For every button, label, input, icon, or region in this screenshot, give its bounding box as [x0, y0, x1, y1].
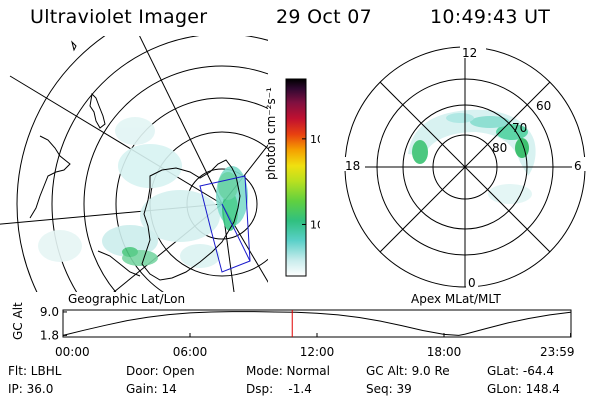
- mlt-label-0: 0: [468, 276, 476, 290]
- mlt-label-6: 6: [574, 159, 582, 173]
- colorbar-label: photon cm⁻²s⁻¹: [264, 87, 278, 180]
- colorbar-tick-label: 10: [310, 218, 320, 231]
- altitude-xtick-label: 06:00: [173, 345, 208, 359]
- coastlines: [29, 40, 241, 281]
- altitude-plot-frame: [62, 309, 572, 338]
- right-panel-caption: Apex MLat/MLT: [411, 292, 501, 306]
- altitude-plot: GC Alt 9.0 1.8 00:00 06:00 12:00 18:00 23:59: [11, 302, 575, 359]
- latitude-grid: [16, 36, 268, 292]
- auroral-oval: [408, 109, 536, 204]
- gc-alt-readout: GC Alt: 9.0 Re: [366, 364, 450, 378]
- filter-readout: Flt: LBHL: [8, 364, 62, 378]
- mlat-mlt-grid: [344, 46, 586, 288]
- colorbar: 100 10: [285, 78, 320, 277]
- mlat-label-60: 60: [536, 99, 551, 113]
- seq-readout: Seq: 39: [366, 382, 412, 396]
- mode-readout: Mode: Normal: [246, 364, 330, 378]
- time-label: 10:49:43 UT: [430, 6, 551, 28]
- mlat-label-80: 80: [492, 141, 507, 155]
- colorbar-tick-label: 100: [310, 133, 320, 146]
- ip-readout: IP: 36.0: [8, 382, 54, 396]
- orbit-altitude-curve: [62, 311, 571, 336]
- altitude-xtick-label: 12:00: [300, 345, 335, 359]
- altitude-xtick-label: 18:00: [427, 345, 462, 359]
- app-title: Ultraviolet Imager: [30, 6, 208, 28]
- altitude-ytick-label: 9.0: [40, 305, 59, 319]
- altitude-xtick-label: 23:59: [540, 345, 575, 359]
- left-panel-caption: Geographic Lat/Lon: [68, 292, 186, 306]
- date-label: 29 Oct 07: [276, 6, 372, 28]
- altitude-xtick-label: 00:00: [55, 345, 90, 359]
- colorbar-scale: [285, 78, 307, 277]
- mlat-label-70: 70: [512, 121, 527, 135]
- polar-plot: 12 6 0 18 60 70 80: [343, 44, 586, 290]
- glat-readout: GLat: -64.4: [487, 364, 554, 378]
- gain-readout: Gain: 14: [126, 382, 177, 396]
- door-readout: Door: Open: [126, 364, 195, 378]
- geographic-map: [0, 36, 268, 292]
- mlt-label-12: 12: [462, 46, 477, 60]
- altitude-ytick-label: 1.8: [40, 328, 59, 342]
- spacecraft-footprint: [199, 175, 251, 273]
- dsp-readout: Dsp: -1.4: [246, 382, 312, 396]
- mlt-label-18: 18: [345, 159, 360, 173]
- auroral-emission: [38, 117, 248, 268]
- glon-readout: GLon: 148.4: [487, 382, 560, 396]
- altitude-ylabel: GC Alt: [11, 302, 25, 340]
